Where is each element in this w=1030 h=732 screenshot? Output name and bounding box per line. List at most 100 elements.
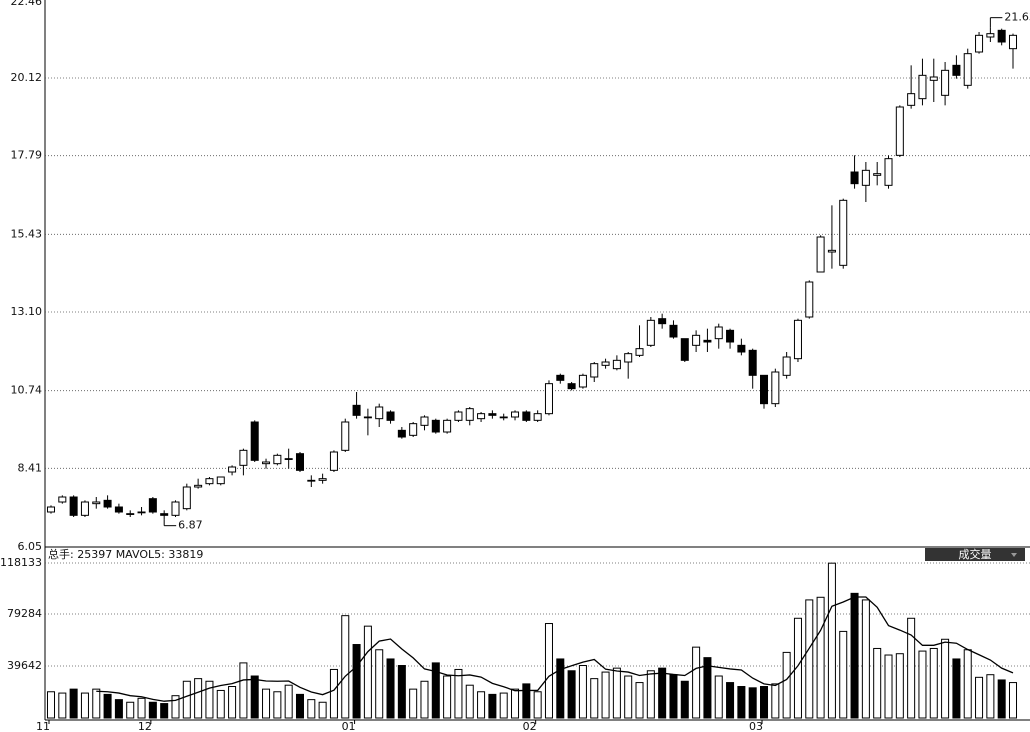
volume-bar — [997, 679, 1006, 719]
candle-body — [307, 479, 316, 482]
volume-bar — [114, 699, 123, 719]
candle-body — [861, 169, 870, 186]
candle-body — [578, 374, 587, 388]
x-tick-label: 02 — [523, 720, 537, 732]
candle-body — [477, 413, 486, 420]
candle-body — [533, 413, 542, 421]
candle-body — [431, 419, 440, 433]
volume-bar — [793, 617, 802, 719]
volume-bar — [329, 668, 338, 719]
candle-body — [952, 64, 961, 76]
candle-body — [341, 421, 350, 451]
volume-bar — [590, 678, 599, 719]
candle-body — [239, 449, 248, 466]
y-tick-label: 8.41 — [18, 461, 43, 474]
volume-bar — [952, 658, 961, 719]
y-tick-label: 13.10 — [11, 305, 43, 318]
volume-bar — [148, 701, 157, 719]
volume-bar — [522, 683, 531, 719]
volume-bar — [827, 562, 836, 719]
x-tick-label: 01 — [342, 720, 356, 732]
volume-bar — [726, 682, 735, 719]
candle-body — [397, 429, 406, 438]
candle-body — [590, 363, 599, 378]
candle-body — [997, 29, 1006, 43]
volume-title-box[interactable] — [925, 548, 1025, 561]
candle-body — [488, 413, 497, 416]
volume-bar — [239, 662, 248, 719]
candle-body — [137, 511, 146, 514]
volume-bar — [963, 649, 972, 719]
volume-bar — [307, 699, 316, 719]
volume-bar — [477, 691, 486, 719]
volume-bar — [375, 649, 384, 719]
candle-body — [805, 281, 814, 318]
candle-body — [567, 383, 576, 390]
candle-body — [760, 374, 769, 405]
candle-body — [92, 501, 101, 505]
volume-bar — [182, 680, 191, 719]
volume-bar — [262, 688, 271, 719]
volume-bar — [907, 617, 916, 719]
volume-bar — [443, 675, 452, 719]
candle-body — [284, 458, 293, 460]
candle-body — [216, 476, 225, 485]
candle-body — [941, 69, 950, 96]
candle-body — [612, 359, 621, 370]
candle-body — [295, 453, 304, 471]
candle-body — [80, 501, 89, 516]
x-tick-label: 03 — [749, 720, 763, 732]
volume-bar — [578, 665, 587, 719]
candle-body — [103, 499, 112, 508]
candle-body — [522, 411, 531, 421]
candle-body — [601, 361, 610, 366]
volume-bar — [103, 693, 112, 719]
candle-body — [680, 338, 689, 361]
candle-body — [262, 461, 271, 465]
candle-body — [46, 506, 56, 513]
candle-body — [771, 371, 780, 405]
candle-body — [329, 451, 338, 471]
volume-bar — [386, 658, 395, 719]
volume-title: 成交量 — [959, 547, 992, 561]
volume-bar — [499, 692, 508, 719]
candle-body — [646, 319, 655, 346]
vol-tick-label: 39642 — [7, 659, 42, 672]
volume-bar — [171, 695, 180, 719]
candle-body — [126, 513, 135, 515]
candle-body — [544, 383, 553, 415]
candle-body — [895, 106, 904, 156]
y-tick-label: 6.05 — [18, 540, 43, 553]
candle-body — [556, 374, 565, 381]
volume-bar — [805, 599, 814, 719]
volume-bar — [284, 684, 293, 719]
volume-bar — [397, 665, 406, 719]
candle-body — [907, 93, 916, 106]
volume-bar — [352, 644, 361, 719]
volume-bar — [137, 697, 146, 719]
volume-bar — [567, 670, 576, 719]
volume-bar — [669, 674, 678, 719]
candle-body — [409, 423, 418, 436]
volume-bar — [850, 592, 859, 719]
candle-body — [114, 506, 123, 513]
candle-body — [873, 173, 882, 176]
volume-bar — [160, 703, 169, 719]
volume-bar — [465, 684, 474, 719]
candle-body — [850, 171, 859, 185]
volume-bar — [760, 686, 769, 719]
volume-bar — [748, 687, 757, 719]
volume-bar — [692, 646, 701, 719]
vol-tick-label: 79284 — [7, 607, 42, 620]
y-tick-label: 17.79 — [11, 149, 43, 162]
volume-bar — [533, 691, 542, 719]
mavol5-line — [96, 596, 1014, 702]
volume-bar — [488, 693, 497, 719]
candle-body — [352, 404, 361, 416]
volume-bar — [454, 668, 463, 719]
volume-bar — [80, 692, 89, 719]
candle-body — [793, 319, 802, 360]
volume-bar — [511, 688, 520, 719]
volume-bar — [680, 680, 689, 719]
